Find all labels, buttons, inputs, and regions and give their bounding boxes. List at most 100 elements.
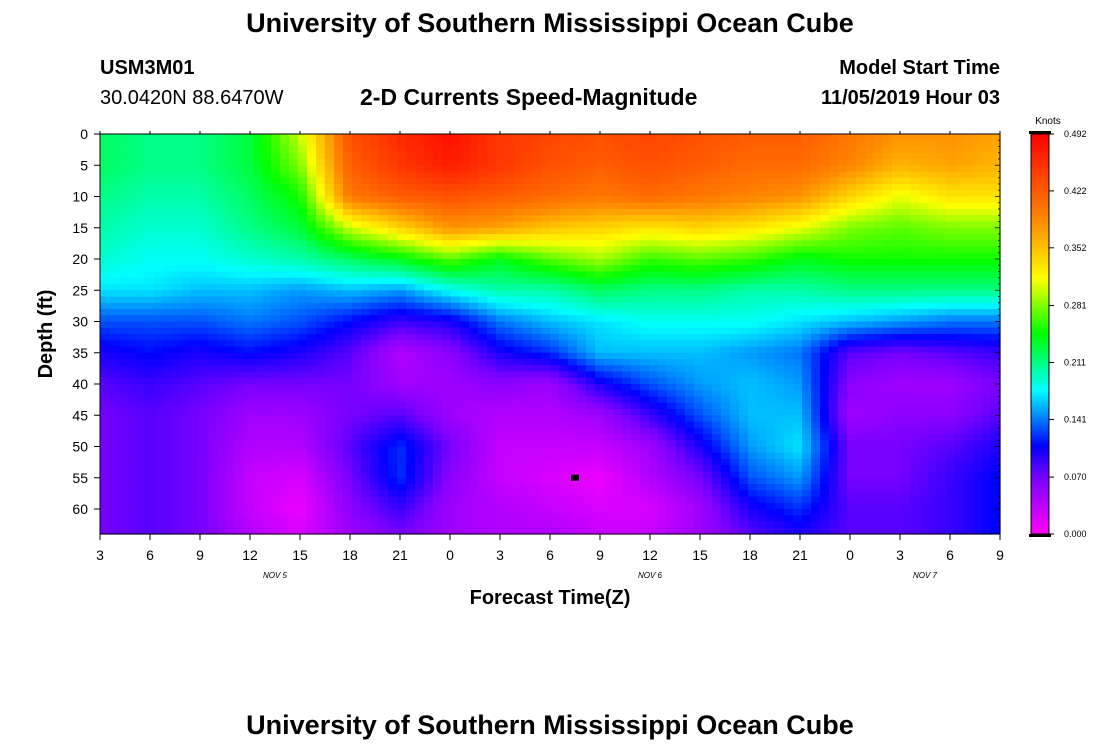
heatmap-cell xyxy=(676,159,686,166)
heatmap-cell xyxy=(604,377,614,385)
heatmap-cell xyxy=(640,390,650,398)
heatmap-cell xyxy=(136,402,146,410)
heatmap-cell xyxy=(460,159,470,166)
heatmap-cell xyxy=(478,259,488,266)
heatmap-cell xyxy=(550,277,560,285)
heatmap-cell xyxy=(883,159,893,166)
heatmap-cell xyxy=(982,296,992,304)
heatmap-cell xyxy=(172,246,182,254)
heatmap-cell xyxy=(325,277,335,285)
heatmap-cell xyxy=(856,140,866,148)
heatmap-cell xyxy=(307,421,317,429)
heatmap-cell xyxy=(667,421,677,429)
heatmap-cell xyxy=(703,390,713,398)
heatmap-cell xyxy=(262,334,272,341)
heatmap-cell xyxy=(226,277,236,285)
heatmap-cell xyxy=(541,277,551,285)
heatmap-cell xyxy=(631,290,641,298)
heatmap-cell xyxy=(811,159,821,166)
heatmap-cell xyxy=(766,327,776,335)
heatmap-cell xyxy=(874,427,884,435)
heatmap-cell xyxy=(703,196,713,204)
heatmap-cell xyxy=(415,134,425,141)
heatmap-cell xyxy=(316,384,326,391)
heatmap-cell xyxy=(433,415,443,423)
heatmap-cell xyxy=(658,384,668,391)
heatmap-cell xyxy=(550,152,560,160)
heatmap-cell xyxy=(721,396,731,404)
heatmap-cell xyxy=(604,240,614,248)
heatmap-cell xyxy=(100,252,110,260)
heatmap-cell xyxy=(991,152,1001,160)
heatmap-cell xyxy=(433,152,443,160)
heatmap-cell xyxy=(460,352,470,360)
heatmap-cell xyxy=(145,271,155,279)
heatmap-cell xyxy=(973,415,983,423)
heatmap-cell xyxy=(811,302,821,310)
heatmap-cell xyxy=(739,284,749,291)
heatmap-cell xyxy=(442,234,452,241)
heatmap-cell xyxy=(181,252,191,260)
heatmap-cell xyxy=(883,384,893,391)
heatmap-cell xyxy=(946,327,956,335)
heatmap-cell xyxy=(343,159,353,166)
heatmap-cell xyxy=(379,321,389,329)
heatmap-cell xyxy=(136,259,146,266)
heatmap-cell xyxy=(712,215,722,223)
heatmap-cell xyxy=(289,290,299,298)
heatmap-cell xyxy=(478,265,488,273)
heatmap-cell xyxy=(793,390,803,398)
heatmap-cell xyxy=(298,440,308,448)
heatmap-cell xyxy=(721,377,731,385)
heatmap-cell xyxy=(811,209,821,216)
heatmap-cell xyxy=(730,315,740,323)
heatmap-cell xyxy=(469,427,479,435)
heatmap-cell xyxy=(802,421,812,429)
heatmap-cell xyxy=(991,221,1001,229)
heatmap-cell xyxy=(973,321,983,329)
heatmap-cell xyxy=(559,265,569,273)
heatmap-cell xyxy=(802,290,812,298)
heatmap-cell xyxy=(316,321,326,329)
heatmap-cell xyxy=(928,396,938,404)
heatmap-cell xyxy=(352,434,362,441)
heatmap-cell xyxy=(208,209,218,216)
heatmap-cell xyxy=(397,334,407,341)
heatmap-cell xyxy=(343,346,353,354)
heatmap-cell xyxy=(145,315,155,323)
heatmap-cell xyxy=(928,296,938,304)
heatmap-cell xyxy=(667,384,677,391)
heatmap-cell xyxy=(262,196,272,204)
heatmap-cell xyxy=(145,146,155,154)
heatmap-cell xyxy=(838,165,848,173)
heatmap-cell xyxy=(217,309,227,316)
heatmap-cell xyxy=(307,427,317,435)
heatmap-cell xyxy=(847,334,857,341)
heatmap-cell xyxy=(919,252,929,260)
heatmap-cell xyxy=(343,221,353,229)
heatmap-cell xyxy=(343,390,353,398)
heatmap-cell xyxy=(253,165,263,173)
heatmap-cell xyxy=(730,159,740,166)
heatmap-cell xyxy=(631,171,641,179)
heatmap-cell xyxy=(829,215,839,223)
heatmap-cell xyxy=(307,302,317,310)
heatmap-cell xyxy=(586,440,596,448)
heatmap-cell xyxy=(316,227,326,235)
heatmap-cell xyxy=(514,427,524,435)
heatmap-cell xyxy=(487,402,497,410)
heatmap-cell xyxy=(505,209,515,216)
heatmap-cell xyxy=(379,240,389,248)
heatmap-cell xyxy=(163,296,173,304)
heatmap-cell xyxy=(478,377,488,385)
heatmap-cell xyxy=(532,146,542,154)
heatmap-cell xyxy=(244,296,254,304)
heatmap-cell xyxy=(478,384,488,391)
heatmap-cell xyxy=(757,177,767,185)
heatmap-cell xyxy=(640,271,650,279)
heatmap-cell xyxy=(883,259,893,266)
heatmap-cell xyxy=(865,190,875,198)
heatmap-cell xyxy=(181,240,191,248)
heatmap-cell xyxy=(262,246,272,254)
heatmap-cell xyxy=(487,190,497,198)
